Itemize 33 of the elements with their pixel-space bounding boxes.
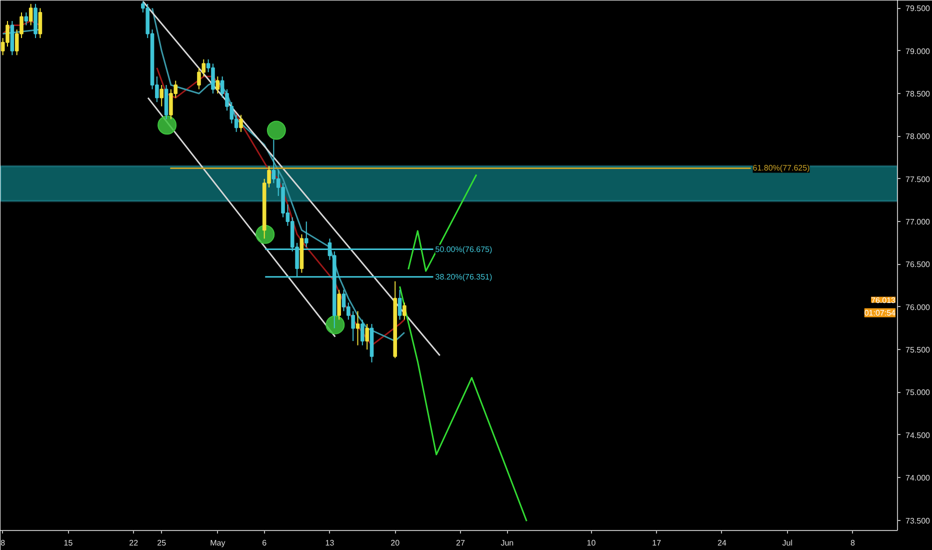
- y-tick-label: 79.000: [906, 46, 931, 56]
- series-label: 38.20%(76.351): [435, 272, 493, 282]
- y-tick-label: 75.000: [906, 388, 931, 398]
- x-tick-label: 15: [64, 538, 74, 548]
- y-tick-label: 76.500: [906, 260, 931, 270]
- x-tick-label: 17: [652, 538, 662, 548]
- annotation: 01:07:54: [864, 308, 896, 318]
- x-tick-label: 13: [325, 538, 335, 548]
- x-tick-label: Jun: [500, 538, 514, 548]
- annotation: 76.013: [871, 296, 896, 305]
- y-tick-label: 77.500: [906, 174, 931, 184]
- y-tick-label: 74.500: [906, 430, 931, 440]
- x-tick-label: 22: [129, 538, 139, 548]
- y-tick-label: 78.500: [906, 90, 931, 99]
- series-label: 61.80%(77.625): [752, 164, 810, 173]
- y-tick-label: 77.000: [906, 218, 931, 227]
- y-tick-label: 75.500: [906, 346, 931, 355]
- x-tick-label: 8: [0, 538, 6, 548]
- x-tick-label: 6: [262, 538, 268, 548]
- y-tick-label: 73.500: [906, 516, 931, 526]
- x-tick-label: 20: [390, 538, 400, 548]
- y-tick-label: 79.500: [906, 4, 931, 14]
- y-tick-label: 78.000: [906, 132, 931, 142]
- x-tick-label: Jul: [782, 538, 793, 548]
- y-tick-label: 76.000: [906, 302, 931, 312]
- x-tick-label: 10: [586, 538, 596, 548]
- x-tick-label: 27: [456, 538, 466, 548]
- y-tick-label: 74.000: [906, 474, 931, 483]
- series-label: 50.00%(76.675): [435, 244, 493, 254]
- x-tick-label: 24: [718, 538, 727, 548]
- x-tick-label: May: [210, 538, 226, 548]
- x-tick-label: 25: [157, 538, 167, 548]
- x-tick-label: 8: [850, 538, 856, 548]
